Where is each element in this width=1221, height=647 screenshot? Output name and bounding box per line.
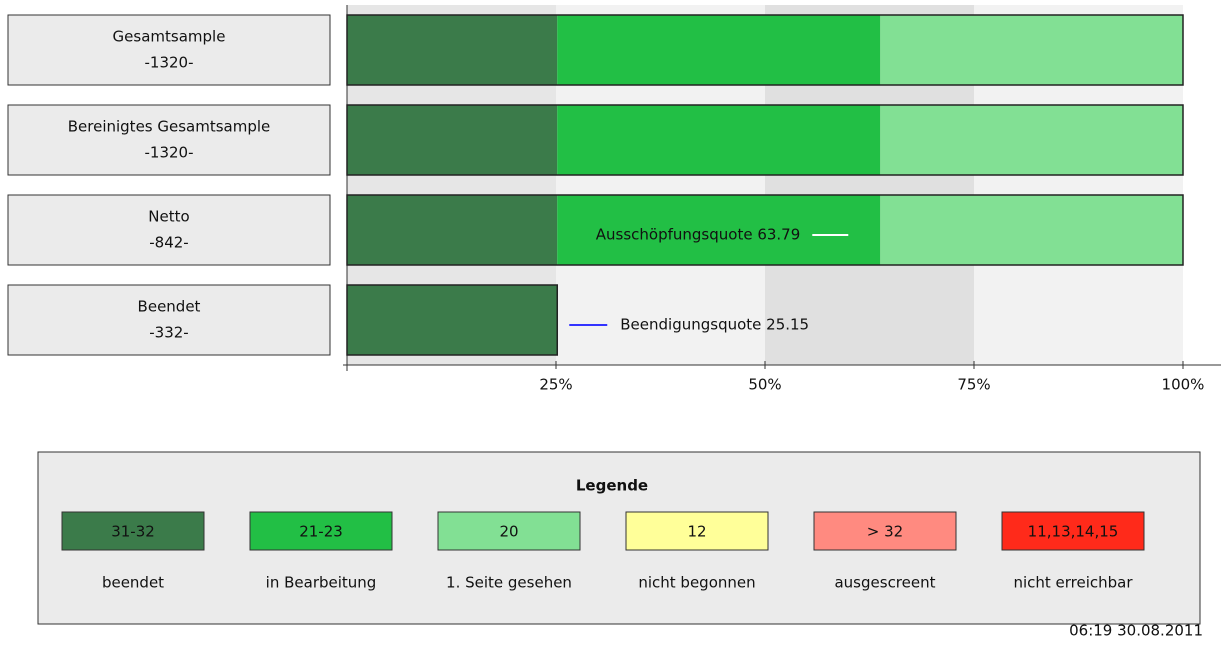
legend-label: 1. Seite gesehen xyxy=(446,574,572,592)
bar xyxy=(557,195,881,265)
timestamp: 06:19 30.08.2011 xyxy=(1069,622,1203,640)
bar xyxy=(347,285,558,355)
category-label: Beendet xyxy=(138,298,201,316)
category-box xyxy=(7,194,331,266)
x-tick-label: 50% xyxy=(748,376,781,394)
bar xyxy=(880,195,1183,265)
legend-swatch xyxy=(437,511,581,551)
bar xyxy=(557,105,881,175)
category-sublabel: -1320- xyxy=(145,144,194,162)
legend-swatch xyxy=(61,511,205,551)
bar xyxy=(880,15,1183,85)
legend-label: beendet xyxy=(102,574,164,592)
legend-code: 21-23 xyxy=(299,523,343,541)
annotation: Beendigungsquote 25.15 xyxy=(620,316,809,334)
bar-outline xyxy=(346,104,1184,176)
x-tick-label: 75% xyxy=(957,376,990,394)
legend-label: ausgescreent xyxy=(834,574,935,592)
bar xyxy=(347,15,558,85)
legend-swatch xyxy=(625,511,769,551)
bar xyxy=(880,105,1183,175)
category-sublabel: -842- xyxy=(149,234,188,252)
x-tick-label: 25% xyxy=(539,376,572,394)
bar-outline xyxy=(346,14,1184,86)
category-box xyxy=(7,14,331,86)
category-label: Gesamtsample xyxy=(113,28,226,46)
bar-outline xyxy=(346,194,1184,266)
legend-swatch xyxy=(249,511,393,551)
x-tick-label: 100% xyxy=(1162,376,1205,394)
legend-code: 11,13,14,15 xyxy=(1028,523,1119,541)
annotation: Ausschöpfungsquote 63.79 xyxy=(596,226,801,244)
legend-label: nicht begonnen xyxy=(638,574,755,592)
bar xyxy=(347,105,558,175)
legend-code: 31-32 xyxy=(111,523,155,541)
bar xyxy=(557,15,881,85)
category-label: Netto xyxy=(148,208,189,226)
category-box xyxy=(7,104,331,176)
category-sublabel: -1320- xyxy=(145,54,194,72)
bar-outline xyxy=(346,284,559,356)
legend-code: 12 xyxy=(687,523,706,541)
legend-label: nicht erreichbar xyxy=(1013,574,1133,592)
legend-swatch xyxy=(813,511,957,551)
category-box xyxy=(7,284,331,356)
legend-code: 20 xyxy=(499,523,518,541)
category-sublabel: -332- xyxy=(149,324,188,342)
category-label: Bereinigtes Gesamtsample xyxy=(68,118,271,136)
legend-swatch xyxy=(1001,511,1145,551)
legend-code: > 32 xyxy=(867,523,903,541)
legend-title: Legende xyxy=(576,477,648,495)
legend-label: in Bearbeitung xyxy=(266,574,377,592)
bar xyxy=(347,195,558,265)
